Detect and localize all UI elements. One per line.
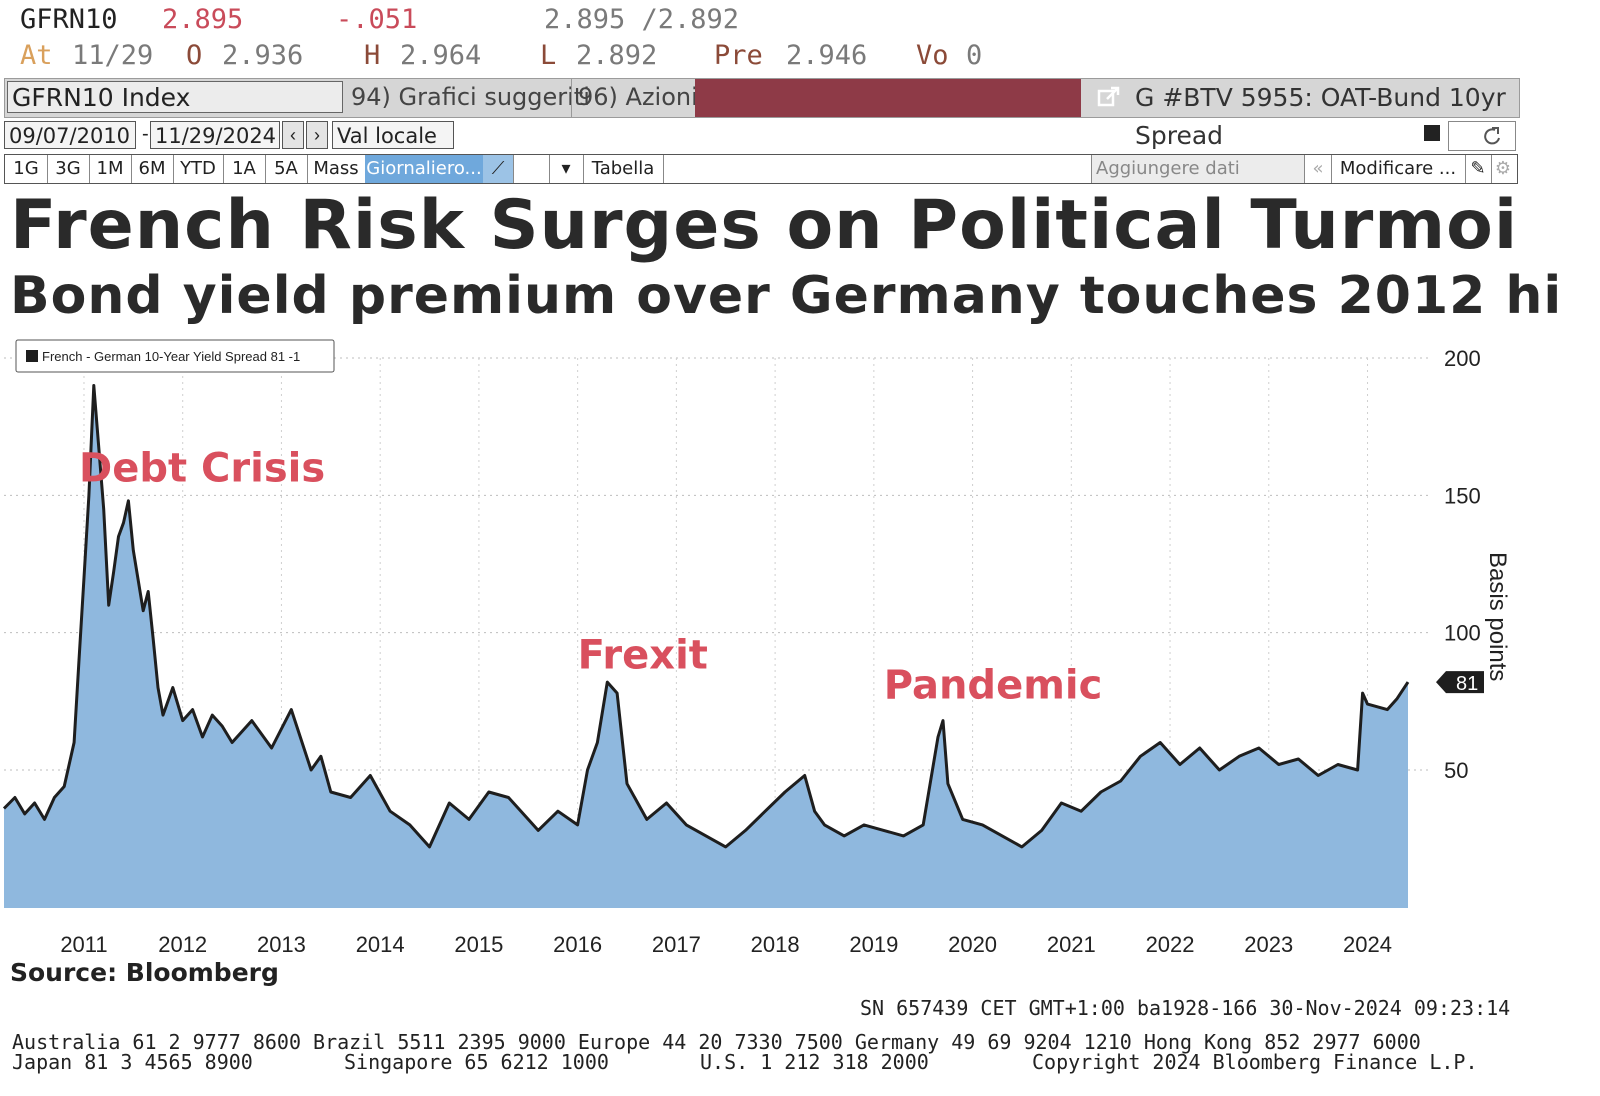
next-period-button[interactable]: › bbox=[306, 121, 328, 149]
x-tick-label: 2022 bbox=[1146, 932, 1195, 957]
last-price: 2.895 bbox=[162, 4, 244, 35]
annotate-icon[interactable]: ✎ bbox=[1465, 155, 1492, 183]
chart-annotation: Pandemic bbox=[884, 663, 1103, 709]
bid-ask: 2.895 /2.892 bbox=[544, 4, 740, 35]
add-data-field[interactable]: Aggiungere dati bbox=[1091, 155, 1305, 183]
at-label: At bbox=[20, 40, 53, 71]
low-label: L bbox=[540, 40, 557, 71]
suggested-charts-menu[interactable]: 94) Grafici suggeriti bbox=[351, 83, 590, 111]
chart-annotation: Frexit bbox=[578, 632, 708, 678]
refresh-icon[interactable] bbox=[1449, 122, 1515, 150]
chart-type-icon[interactable]: ⟋ bbox=[483, 155, 514, 183]
tab-5a[interactable]: 5A bbox=[265, 155, 308, 183]
x-tick-label: 2019 bbox=[849, 932, 898, 957]
chart-subtitle: Bond yield premium over Germany touches … bbox=[10, 266, 1563, 326]
tab-6m[interactable]: 6M bbox=[131, 155, 174, 183]
currency-select[interactable]: Val locale bbox=[332, 121, 454, 149]
security-toolbar: GFRN10 Index 94) Grafici suggeriti 96) A… bbox=[4, 78, 1520, 150]
volume-value: 0 bbox=[966, 40, 983, 71]
y-axis-label: Basis points bbox=[1484, 552, 1511, 681]
x-tick-label: 2016 bbox=[553, 932, 602, 957]
legend-box bbox=[15, 339, 335, 373]
tab-1a[interactable]: 1A bbox=[223, 155, 266, 183]
contact-phones-line1: Australia 61 2 9777 8600 Brazil 5511 239… bbox=[12, 1030, 1421, 1054]
edit-button[interactable]: Modificare ... bbox=[1331, 155, 1466, 183]
high-value: 2.964 bbox=[400, 40, 482, 71]
source-note: Source: Bloomberg bbox=[10, 958, 279, 987]
x-tick-label: 2012 bbox=[158, 932, 207, 957]
volume-label: Vo bbox=[916, 40, 949, 71]
legend-swatch bbox=[26, 350, 38, 362]
frequency-select[interactable]: Giornaliero... bbox=[365, 155, 484, 183]
x-tick-label: 2017 bbox=[652, 932, 701, 957]
prev-period-button[interactable]: ‹ bbox=[282, 121, 304, 149]
x-tick-label: 2011 bbox=[60, 932, 107, 957]
period-tabs-bar: 1G 3G 1M 6M YTD 1A 5A Mass Giornaliero..… bbox=[4, 154, 1518, 184]
low-value: 2.892 bbox=[576, 40, 658, 71]
x-tick-label: 2021 bbox=[1047, 932, 1096, 957]
x-tick-label: 2018 bbox=[751, 932, 800, 957]
open-label: O bbox=[186, 40, 203, 71]
x-tick-label: 2014 bbox=[356, 932, 405, 957]
refresh-controls[interactable] bbox=[1448, 121, 1516, 151]
x-tick-label: 2024 bbox=[1343, 932, 1392, 957]
y-tick-label: 150 bbox=[1444, 483, 1481, 508]
prev-label: Pre bbox=[714, 40, 763, 71]
tab-1g[interactable]: 1G bbox=[5, 155, 48, 183]
x-tick-label: 2013 bbox=[257, 932, 306, 957]
play-icon[interactable] bbox=[1424, 125, 1440, 141]
contact-phones-singapore: Singapore 65 6212 1000 bbox=[344, 1050, 609, 1074]
copyright: Copyright 2024 Bloomberg Finance L.P. bbox=[1032, 1050, 1478, 1074]
last-value-label: 81 bbox=[1456, 673, 1478, 695]
tab-ytd[interactable]: YTD bbox=[173, 155, 224, 183]
contact-phones-japan: Japan 81 3 4565 8900 bbox=[12, 1050, 253, 1074]
spread-chart: 50 100 150 200 2011 2012 2013 2014 2015 2016 2017 2… bbox=[2, 339, 1511, 957]
x-tick-label: 2023 bbox=[1244, 932, 1293, 957]
series-area bbox=[4, 385, 1408, 908]
ticker-symbol: GFRN10 bbox=[20, 4, 118, 35]
collapse-icon[interactable]: « bbox=[1305, 155, 1332, 183]
session-info: SN 657439 CET GMT+1:00 ba1928-166 30-Nov… bbox=[860, 996, 1511, 1020]
prev-value: 2.946 bbox=[786, 40, 868, 71]
chart-title: French Risk Surges on Political Turmoi bbox=[10, 186, 1519, 265]
style-select[interactable] bbox=[513, 155, 550, 183]
btv-title: G #BTV 5955: OAT-Bund 10yr Spread bbox=[1135, 83, 1506, 150]
external-link-icon[interactable] bbox=[1097, 85, 1121, 109]
settings-icon[interactable]: ⚙ bbox=[1494, 158, 1512, 179]
toolbar-spacer bbox=[695, 79, 1081, 117]
contact-phones-us: U.S. 1 212 318 2000 bbox=[700, 1050, 929, 1074]
price-change: -.051 bbox=[336, 4, 418, 35]
start-date-field[interactable]: 09/07/2010 bbox=[4, 121, 136, 149]
x-tick-label: 2020 bbox=[948, 932, 997, 957]
tab-max[interactable]: Mass bbox=[307, 155, 366, 183]
y-tick-label: 200 bbox=[1444, 346, 1481, 371]
last-value-tag bbox=[1436, 671, 1484, 694]
tab-1m[interactable]: 1M bbox=[89, 155, 132, 183]
chart-annotation: Debt Crisis bbox=[79, 446, 325, 492]
series-line bbox=[2, 384, 1410, 849]
end-date-field[interactable]: 11/29/2024 bbox=[150, 121, 280, 149]
high-label: H bbox=[364, 40, 381, 71]
date-separator: - bbox=[142, 123, 149, 145]
dropdown-arrow-icon[interactable]: ▾ bbox=[549, 155, 584, 183]
y-tick-label: 100 bbox=[1444, 621, 1481, 646]
actions-menu[interactable]: 96) Azioni ▾ bbox=[571, 79, 717, 117]
y-tick-label: 50 bbox=[1444, 758, 1468, 783]
at-date: 11/29 bbox=[72, 40, 154, 71]
table-button[interactable]: Tabella bbox=[583, 155, 664, 183]
open-value: 2.936 bbox=[222, 40, 304, 71]
security-input[interactable]: GFRN10 Index bbox=[7, 81, 343, 113]
x-tick-label: 2015 bbox=[454, 932, 503, 957]
legend-label: French - German 10-Year Yield Spread 81 … bbox=[42, 349, 300, 364]
tab-3g[interactable]: 3G bbox=[47, 155, 90, 183]
